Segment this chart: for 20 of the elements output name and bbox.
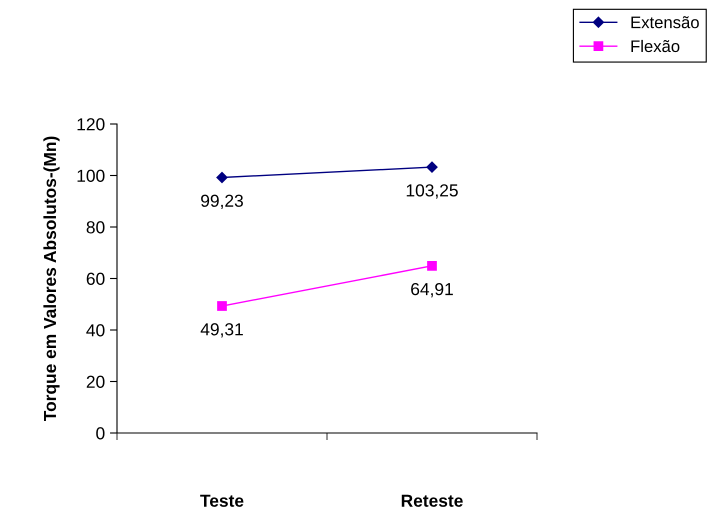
data-label: 99,23	[201, 194, 243, 209]
y-tick-label: 80	[86, 221, 105, 234]
data-label: 103,25	[406, 184, 458, 199]
y-tick-label: 120	[78, 118, 105, 130]
x-tick-label: Reteste	[402, 494, 463, 507]
point	[427, 260, 437, 271]
y-tick-label: 20	[86, 376, 105, 388]
data-label: 49,31	[200, 323, 243, 338]
y-tick-label: 60	[86, 272, 105, 285]
y-tick-label: 0	[96, 427, 105, 440]
data-label: 64,91	[411, 282, 453, 298]
x-tick-label: Teste	[200, 494, 244, 507]
y-tick-label: 40	[86, 324, 105, 336]
point	[216, 172, 228, 184]
point	[426, 162, 438, 173]
legend-label: Flexão	[631, 40, 680, 52]
y-axis-title: Torque em Valores Absolutos-(Mn)	[43, 136, 60, 422]
y-tick-label: 100	[78, 170, 105, 182]
legend-label: Extensão	[631, 16, 699, 28]
point	[217, 301, 227, 311]
